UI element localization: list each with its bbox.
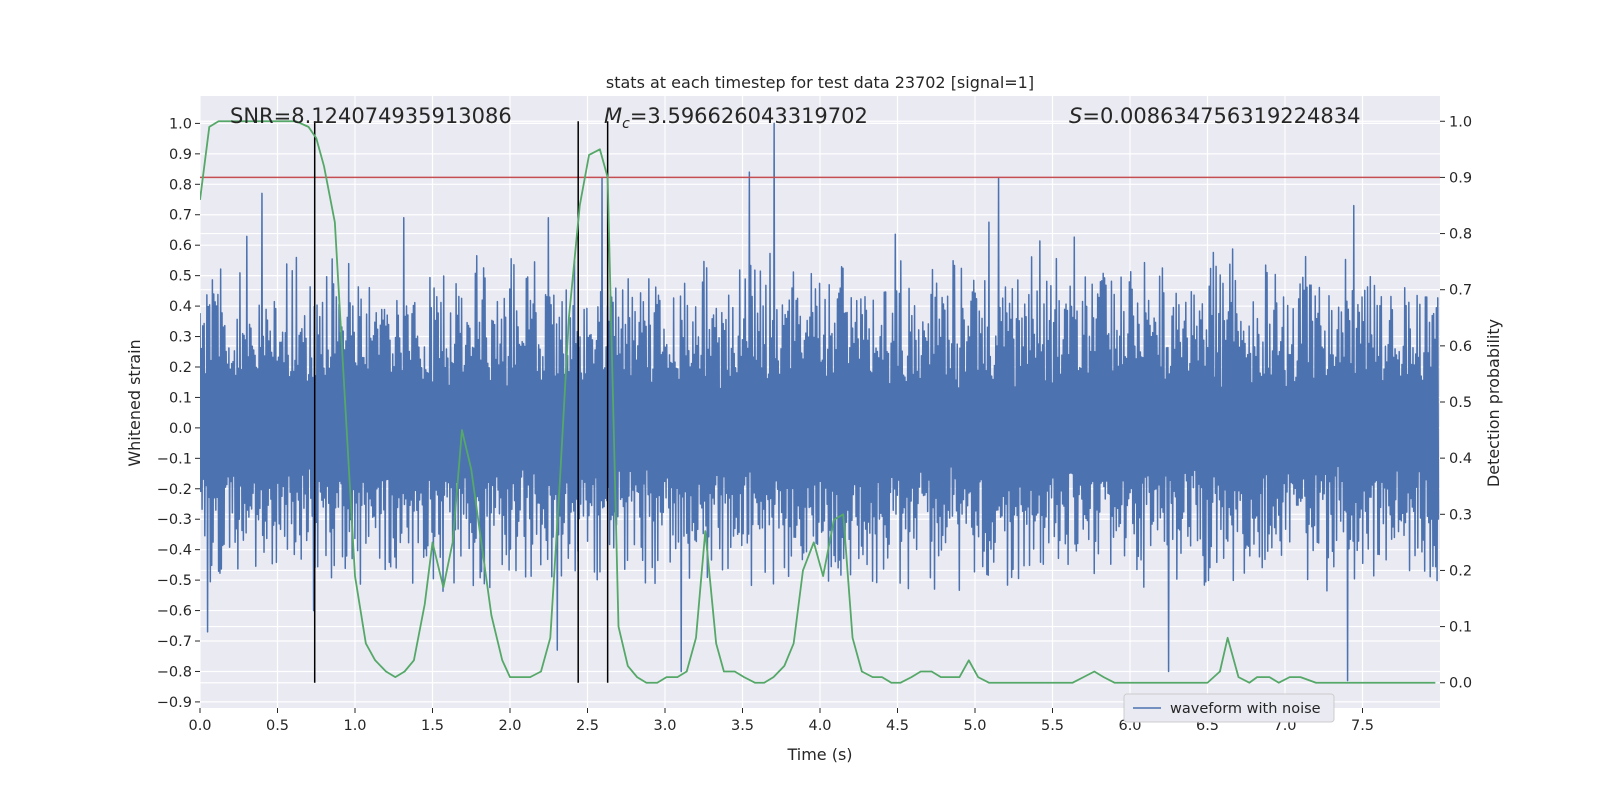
y-tick-label: −0.6 [157,604,192,620]
y-tick-label: −0.2 [157,482,192,498]
snr-annotation: SNR=8.124074935913086 [230,104,512,128]
y-tick-label: −0.1 [157,451,192,467]
y2-tick-label: 1.0 [1449,114,1472,130]
y2-axis-label: Detection probability [1484,319,1503,487]
x-tick-label: 1.5 [421,718,444,734]
chirp-mass-symbol: M [604,104,622,128]
chirp-mass-annotation: Mc=3.596626043319702 [604,104,868,132]
y-axis-label: Whitened strain [125,339,144,466]
y-tick-label: 0.5 [169,269,192,285]
y-tick-label: −0.8 [157,664,192,680]
x-tick-label: 2.5 [576,718,599,734]
y2-tick-label: 0.4 [1449,451,1472,467]
y2-tick-label: 0.7 [1449,283,1472,299]
y-tick-label: −0.7 [157,634,192,650]
x-tick-label: 2.0 [498,718,521,734]
y2-ticks: 1.0 0.9 0.8 0.7 0.6 0.5 0.4 0.3 0.2 0.1 0.0 [1440,114,1472,692]
waveform-line [200,122,1440,682]
y-tick-label: −0.5 [157,573,192,589]
legend-box [1123,693,1335,723]
y-tick-label: 0.1 [169,390,192,406]
y2-tick-label: 0.3 [1449,507,1472,523]
y-tick-label: 0.0 [169,421,192,437]
s-value: =0.008634756319224834 [1082,104,1360,128]
y-tick-label: 0.7 [169,208,192,224]
y2-tick-label: 0.2 [1449,563,1472,579]
chirp-mass-subscript: c [622,116,630,132]
waveform-series [200,122,1440,682]
y-tick-label: 0.2 [169,360,192,376]
y-tick-label: −0.4 [157,543,192,559]
y-tick-label: 0.6 [169,238,192,254]
x-tick-label: 4.5 [886,718,909,734]
y-tick-label: 1.0 [169,116,192,132]
y-tick-label: 0.3 [169,330,192,346]
x-tick-label: 5.5 [1041,718,1064,734]
y-tick-label: −0.9 [157,695,192,711]
y-tick-label: 0.4 [169,299,192,315]
s-annotation: S=0.008634756319224834 [1069,104,1360,128]
y2-tick-label: 0.0 [1449,676,1472,692]
y2-tick-label: 0.8 [1449,227,1472,243]
y2-tick-label: 0.1 [1449,620,1472,636]
x-tick-label: 3.0 [653,718,676,734]
y2-tick-label: 0.9 [1449,170,1472,186]
x-axis-label: Time (s) [786,745,852,764]
legend: waveform with noise [1123,693,1335,723]
s-symbol: S [1069,104,1082,128]
x-tick-label: 4.0 [808,718,831,734]
x-tick-label: 1.0 [343,718,366,734]
x-tick-label: 7.5 [1351,718,1374,734]
y-tick-label: 0.9 [169,147,192,163]
x-tick-label: 0.5 [266,718,289,734]
y2-tick-label: 0.5 [1449,395,1472,411]
detection-probability-line [200,120,1436,684]
y-ticks: 1.0 0.9 0.8 0.7 0.6 0.5 0.4 0.3 0.2 0.1 0.0 −0.1 −0.… [157,116,200,711]
y2-tick-label: 0.6 [1449,339,1472,355]
detection-probability-series [200,120,1436,684]
y-tick-label: −0.3 [157,512,192,528]
x-tick-label: 3.5 [731,718,754,734]
chirp-mass-value: =3.596626043319702 [630,104,868,128]
y-tick-label: 0.8 [169,177,192,193]
x-tick-label: 0.0 [188,718,211,734]
legend-label: waveform with noise [1170,701,1321,717]
x-tick-label: 5.0 [963,718,986,734]
chart-title: stats at each timestep for test data 237… [606,73,1034,92]
